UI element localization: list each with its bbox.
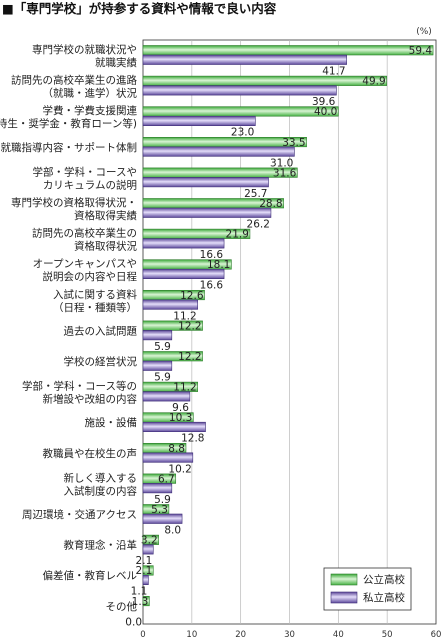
value-label: 18.1 bbox=[207, 259, 230, 271]
x-axis-ticks: 0 10 20 30 40 50 60 bbox=[140, 630, 441, 640]
category-label: 教職員や在校生の声 bbox=[43, 447, 138, 460]
category-label: 専門学校の就職状況や就職実績 bbox=[32, 43, 137, 69]
bar-private bbox=[142, 391, 191, 402]
value-label: 12.6 bbox=[180, 290, 204, 302]
bar-private bbox=[142, 54, 347, 65]
value-label: 59.4 bbox=[409, 45, 433, 57]
value-label: 5.9 bbox=[154, 494, 171, 506]
bar-private bbox=[142, 268, 225, 280]
category-label: 周辺環境・交通アクセス bbox=[22, 508, 137, 521]
x-tick-label: 40 bbox=[333, 630, 344, 640]
value-label: 5.9 bbox=[154, 372, 171, 384]
bar-private bbox=[142, 574, 149, 586]
value-label: 26.2 bbox=[247, 219, 270, 231]
x-tick-label: 0 bbox=[140, 630, 145, 640]
value-label: 21.9 bbox=[226, 229, 249, 241]
bar-private bbox=[142, 421, 206, 433]
value-label: 39.6 bbox=[312, 96, 336, 108]
bar-private bbox=[142, 452, 194, 463]
bar-private bbox=[142, 207, 272, 218]
x-tick-label: 10 bbox=[186, 630, 197, 640]
value-label: 31.0 bbox=[270, 157, 293, 169]
category-label: 訪問先の高校卒業生の資格取得状況 bbox=[32, 227, 137, 253]
value-label: 10.2 bbox=[168, 463, 191, 475]
category-label: 就職指導内容・サポート体制 bbox=[1, 141, 138, 154]
category-label: 入試に関する資料（日程・種類等） bbox=[53, 288, 137, 314]
bar-public bbox=[142, 320, 203, 331]
value-label: 2.1 bbox=[136, 555, 153, 567]
value-label: 49.9 bbox=[362, 76, 385, 88]
bar-public bbox=[142, 75, 387, 86]
value-label: 8.0 bbox=[164, 525, 181, 537]
value-label: 16.6 bbox=[200, 249, 224, 261]
value-label: 11.2 bbox=[173, 382, 196, 394]
bar-private bbox=[142, 330, 173, 341]
category-label: 施設・設備 bbox=[85, 416, 138, 429]
x-tick-label: 30 bbox=[284, 630, 295, 640]
value-label: 12.2 bbox=[178, 320, 201, 332]
category-label: その他 bbox=[106, 600, 138, 613]
bar-private bbox=[142, 299, 198, 310]
category-label: 学部・学科・コースやカリキュラムの説明 bbox=[33, 165, 137, 191]
value-label: 3.2 bbox=[141, 535, 158, 547]
value-label: 12.2 bbox=[178, 351, 201, 363]
value-label: 25.7 bbox=[244, 188, 267, 200]
value-label: 5.3 bbox=[151, 504, 168, 516]
unit-label: (%) bbox=[416, 27, 432, 37]
bar-private bbox=[142, 146, 295, 157]
bar-private bbox=[142, 360, 173, 371]
value-label: 6.7 bbox=[158, 473, 175, 485]
category-label: 専門学校の資格取得状況・資格取得実績 bbox=[11, 196, 137, 222]
category-label: 教育理念・沿革 bbox=[64, 539, 138, 552]
category-label: 学部・学科・コース等の新増設や改組の内容 bbox=[22, 380, 137, 406]
value-label: 2.1 bbox=[136, 565, 153, 577]
bar-public bbox=[142, 595, 150, 607]
value-label: 28.8 bbox=[259, 198, 282, 210]
chart-title: ■「専門学校」が持参する資料や情報で良い内容 bbox=[2, 1, 277, 16]
category-label: 過去の入試問題 bbox=[64, 324, 138, 337]
bar-private bbox=[142, 544, 154, 555]
legend-swatch-private bbox=[330, 591, 358, 604]
value-label: 0.0 bbox=[125, 616, 142, 628]
category-label: 学費・学費支援関連(特待生・奨学金・教育ローン等) bbox=[0, 104, 137, 130]
bar-private bbox=[142, 238, 225, 249]
bar-private bbox=[142, 177, 269, 188]
value-label: 1.1 bbox=[131, 586, 148, 598]
value-label: 12.8 bbox=[181, 433, 204, 445]
bars-group: 59.4 41.7 49.9 39.640.0 23.0 33.5 31.031.6 25.7… bbox=[125, 45, 434, 628]
bar-private bbox=[142, 513, 183, 524]
category-label: 学校の経営状況 bbox=[64, 355, 138, 368]
bar-public bbox=[142, 351, 203, 362]
category-label: 新しく導入する入試制度の内容 bbox=[64, 471, 138, 497]
category-label: 偏差値・教育レベル bbox=[43, 569, 138, 582]
value-label: 1.3 bbox=[132, 596, 149, 608]
category-label: 訪問先の高校卒業生の進路（就職・進学）状況 bbox=[11, 74, 137, 100]
value-label: 40.0 bbox=[314, 106, 337, 118]
x-tick-label: 50 bbox=[382, 630, 393, 640]
x-tick-label: 60 bbox=[431, 630, 442, 640]
x-tick-label: 20 bbox=[235, 630, 246, 640]
bar-private bbox=[142, 115, 256, 126]
value-label: 5.9 bbox=[154, 341, 171, 353]
bar-public bbox=[142, 45, 434, 56]
value-label: 41.7 bbox=[322, 66, 345, 78]
bar-private bbox=[142, 483, 173, 494]
value-label: 8.8 bbox=[168, 443, 185, 455]
legend-label-public: 公立高校 bbox=[363, 573, 405, 586]
value-label: 31.6 bbox=[273, 167, 297, 179]
legend-swatch-public bbox=[330, 573, 358, 586]
bar-public bbox=[142, 106, 339, 117]
value-label: 23.0 bbox=[231, 127, 254, 139]
bar-private bbox=[142, 85, 337, 96]
category-labels: 専門学校の就職状況や就職実績訪問先の高校卒業生の進路（就職・進学）状況学費・学費… bbox=[0, 43, 137, 613]
legend: 公立高校 私立高校 bbox=[323, 567, 412, 611]
category-label: オープンキャンパスや説明会の内容や日程 bbox=[33, 258, 138, 283]
value-label: 16.6 bbox=[200, 280, 224, 292]
value-label: 33.5 bbox=[282, 137, 305, 149]
value-label: 10.3 bbox=[169, 412, 192, 424]
value-label: 9.6 bbox=[172, 402, 189, 414]
legend-label-private: 私立高校 bbox=[363, 591, 405, 604]
value-label: 11.2 bbox=[173, 310, 196, 322]
